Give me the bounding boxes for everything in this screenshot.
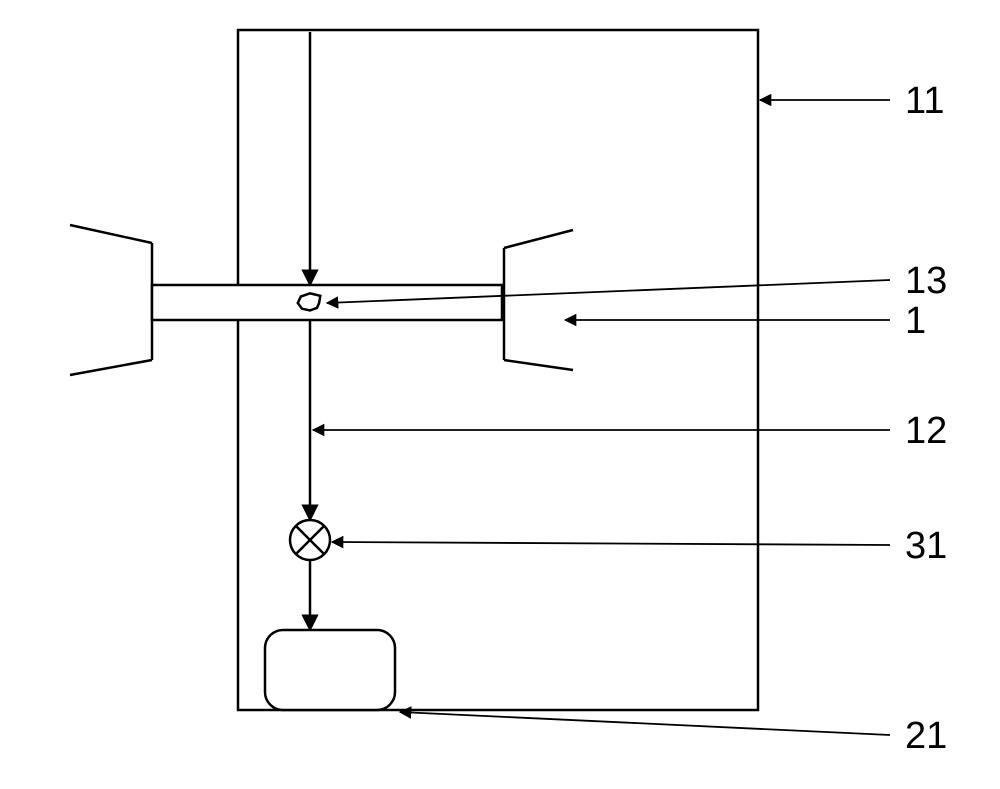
- valve-icon: [290, 520, 330, 560]
- recirc-loop: [238, 30, 758, 710]
- label-13: 13: [905, 260, 947, 302]
- label-21: 21: [905, 715, 947, 757]
- label-31: 31: [905, 525, 947, 567]
- label-12: 12: [905, 410, 947, 452]
- leader-31: [332, 542, 890, 545]
- label-1: 1: [905, 300, 926, 342]
- defect-icon: [298, 293, 321, 310]
- leader-21: [400, 712, 890, 735]
- left-cone: [70, 225, 152, 375]
- pump-box: [265, 630, 395, 710]
- label-11: 11: [905, 80, 944, 122]
- right-cone: [504, 230, 573, 370]
